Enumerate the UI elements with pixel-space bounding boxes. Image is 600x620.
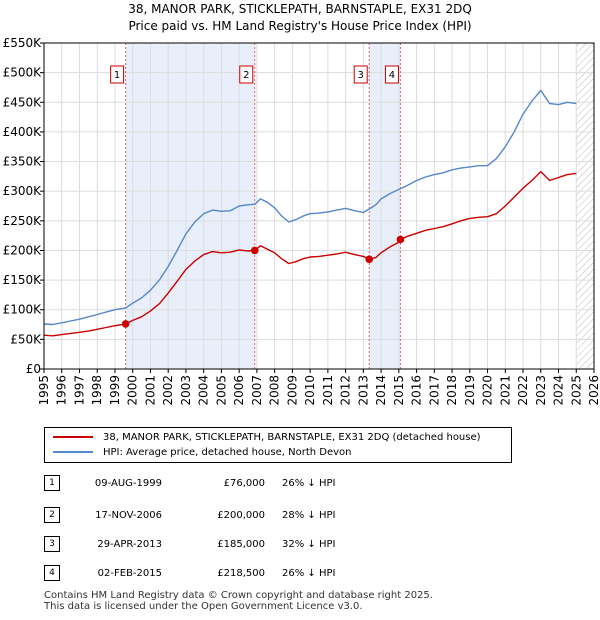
x-tick-label: 2025: [569, 375, 583, 406]
sale-hpi-diff: 32% ↓ HPI: [282, 539, 336, 550]
y-tick-label: £350K: [3, 155, 43, 169]
y-tick-label: £50K: [10, 332, 42, 346]
x-tick-label: 2024: [552, 375, 566, 406]
legend-line-blue: [53, 451, 93, 453]
sale-date: 02-FEB-2015: [97, 568, 162, 579]
footer-line-licence: This data is licensed under the Open Gov…: [44, 601, 363, 612]
sale-point: [121, 320, 130, 328]
x-tick-label: 2017: [427, 375, 441, 406]
sale-row: 2 17-NOV-2006 £200,000 28% ↓ HPI: [44, 507, 564, 525]
x-tick-label: 2005: [214, 375, 228, 406]
x-tick-label: 2022: [516, 375, 530, 406]
x-tick-label: 2006: [232, 375, 246, 406]
sale-label-number: 3: [358, 70, 364, 81]
chart-subtitle: Price paid vs. HM Land Registry's House …: [128, 19, 472, 33]
sale-number-badge: 3: [44, 536, 60, 552]
y-tick-label: £550K: [3, 36, 43, 50]
sale-label-number: 1: [114, 70, 120, 81]
legend-item-property: 38, MANOR PARK, STICKLEPATH, BARNSTAPLE,…: [53, 431, 481, 445]
sale-price: £200,000: [217, 510, 265, 521]
x-tick-label: 2021: [498, 375, 512, 406]
x-tick-label: 2012: [339, 375, 353, 406]
x-tick-label: 2016: [410, 375, 424, 406]
sale-hpi-diff: 28% ↓ HPI: [282, 510, 336, 521]
sale-number-badge: 4: [44, 565, 60, 581]
y-tick-label: £400K: [3, 125, 43, 139]
x-tick-label: 2007: [250, 375, 264, 406]
legend-label-hpi: HPI: Average price, detached house, Nort…: [103, 447, 352, 458]
x-tick-label: 2020: [481, 375, 495, 406]
x-tick-label: 2000: [126, 375, 140, 406]
sale-price: £185,000: [217, 539, 265, 550]
future-hatch-area: [576, 43, 594, 369]
sale-label-number: 4: [389, 70, 395, 81]
y-tick-label: £0: [26, 362, 41, 376]
sale-label-box: [384, 65, 399, 84]
x-tick-label: 1997: [72, 375, 86, 406]
sale-hpi-diff: 26% ↓ HPI: [282, 478, 336, 489]
sale-point: [396, 235, 405, 244]
sale-label-box: [239, 65, 254, 84]
x-tick-label: 2023: [534, 375, 548, 406]
sale-number-badge: 1: [44, 475, 60, 491]
sale-number-badge: 2: [44, 507, 60, 523]
sale-label-box: [353, 65, 368, 84]
legend-label-property: 38, MANOR PARK, STICKLEPATH, BARNSTAPLE,…: [103, 432, 481, 443]
x-tick-label: 1996: [55, 375, 69, 406]
chart-legend: 38, MANOR PARK, STICKLEPATH, BARNSTAPLE,…: [44, 427, 512, 463]
y-tick-label: £500K: [3, 66, 43, 80]
x-tick-label: 2010: [303, 375, 317, 406]
sale-period-shading: [125, 43, 255, 369]
sale-row: 1 09-AUG-1999 £76,000 26% ↓ HPI: [44, 475, 564, 493]
x-tick-label: 2001: [143, 375, 157, 406]
chart-title-address: 38, MANOR PARK, STICKLEPATH, BARNSTAPLE,…: [128, 2, 472, 16]
price-chart: 1 2 3 4 £0 £50K £100K £150K £200K £250K £300K £350K…: [3, 36, 600, 406]
sale-price: £76,000: [223, 478, 265, 489]
x-tick-label: 2011: [321, 375, 335, 406]
y-tick-label: £200K: [3, 243, 43, 257]
y-tick-label: £450K: [3, 95, 43, 109]
hpi-line: [43, 89, 577, 326]
x-tick-label: 2002: [161, 375, 175, 406]
sale-date: 09-AUG-1999: [94, 478, 162, 489]
x-tick-label: 1999: [108, 375, 122, 406]
sale-row: 4 02-FEB-2015 £218,500 26% ↓ HPI: [44, 565, 564, 583]
sale-price: £218,500: [217, 568, 265, 579]
x-tick-label: 2013: [356, 375, 370, 406]
sale-hpi-diff: 26% ↓ HPI: [282, 568, 336, 579]
sale-point: [365, 255, 374, 264]
sale-date: 29-APR-2013: [97, 539, 162, 550]
footer-attribution: Contains HM Land Registry data © Crown c…: [44, 590, 433, 612]
y-tick-label: £250K: [3, 214, 43, 228]
x-tick-label: 2018: [445, 375, 459, 406]
x-tick-label: 1995: [37, 375, 51, 406]
legend-line-red: [53, 436, 93, 438]
y-tick-label: £150K: [3, 273, 43, 287]
y-tick-label: £300K: [3, 184, 43, 198]
sale-label-box: [110, 65, 125, 84]
x-tick-label: 2004: [197, 375, 211, 406]
x-tick-label: 2026: [587, 375, 600, 406]
sale-label-number: 2: [243, 70, 249, 81]
sale-point: [250, 246, 259, 255]
sale-date: 17-NOV-2006: [95, 510, 162, 521]
legend-item-hpi: HPI: Average price, detached house, Nort…: [53, 446, 352, 460]
y-tick-label: £100K: [3, 303, 43, 317]
sale-row: 3 29-APR-2013 £185,000 32% ↓ HPI: [44, 536, 564, 554]
x-tick-label: 2014: [374, 375, 388, 406]
x-tick-label: 1998: [90, 375, 104, 406]
x-tick-label: 2019: [463, 375, 477, 406]
x-tick-label: 2009: [285, 375, 299, 406]
plot-frame: [43, 42, 595, 370]
x-tick-label: 2003: [179, 375, 193, 406]
x-tick-label: 2008: [268, 375, 282, 406]
property-price-line: [43, 170, 577, 337]
footer-line-copyright: Contains HM Land Registry data © Crown c…: [44, 590, 433, 601]
x-tick-label: 2015: [392, 375, 406, 406]
